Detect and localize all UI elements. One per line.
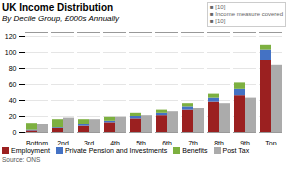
svg-text:8th: 8th: [214, 140, 224, 145]
svg-text:100: 100: [5, 49, 17, 56]
svg-text:20: 20: [9, 113, 17, 120]
svg-text:120: 120: [5, 33, 17, 40]
svg-text:6th: 6th: [162, 140, 172, 145]
svg-text:3rd: 3rd: [84, 140, 94, 145]
svg-text:2nd: 2nd: [57, 140, 69, 145]
html-text:Post Tax: Post Tax: [222, 147, 250, 154]
html-text:By Decile Group, £000s Annuall: By Decile Group, £000s Annually: [2, 14, 120, 23]
html-text:■ [10] ■ Income measure covere: ■ [10] ■ Income measure covered ■ [10]: [210, 4, 283, 24]
svg-text:0: 0: [13, 129, 17, 136]
svg-text:4th: 4th: [110, 140, 120, 145]
svg-text:7th: 7th: [188, 140, 198, 145]
svg-text:9th: 9th: [240, 140, 250, 145]
html-text:Benefits: Benefits: [182, 147, 208, 154]
svg-text:80: 80: [9, 65, 17, 72]
svg-text:60: 60: [9, 81, 17, 88]
svg-text:Top: Top: [265, 140, 276, 145]
html-text:Employment: Employment: [11, 147, 50, 154]
svg-text:5th: 5th: [136, 140, 146, 145]
html-text:Source: ONS: Source: ONS: [2, 156, 41, 163]
html-text:UK Income Distribution: UK Income Distribution: [2, 2, 114, 13]
html-text:Private Pension and Investment: Private Pension and Investments: [64, 147, 168, 154]
svg-text:Bottom: Bottom: [26, 140, 48, 145]
svg-text:40: 40: [9, 97, 17, 104]
